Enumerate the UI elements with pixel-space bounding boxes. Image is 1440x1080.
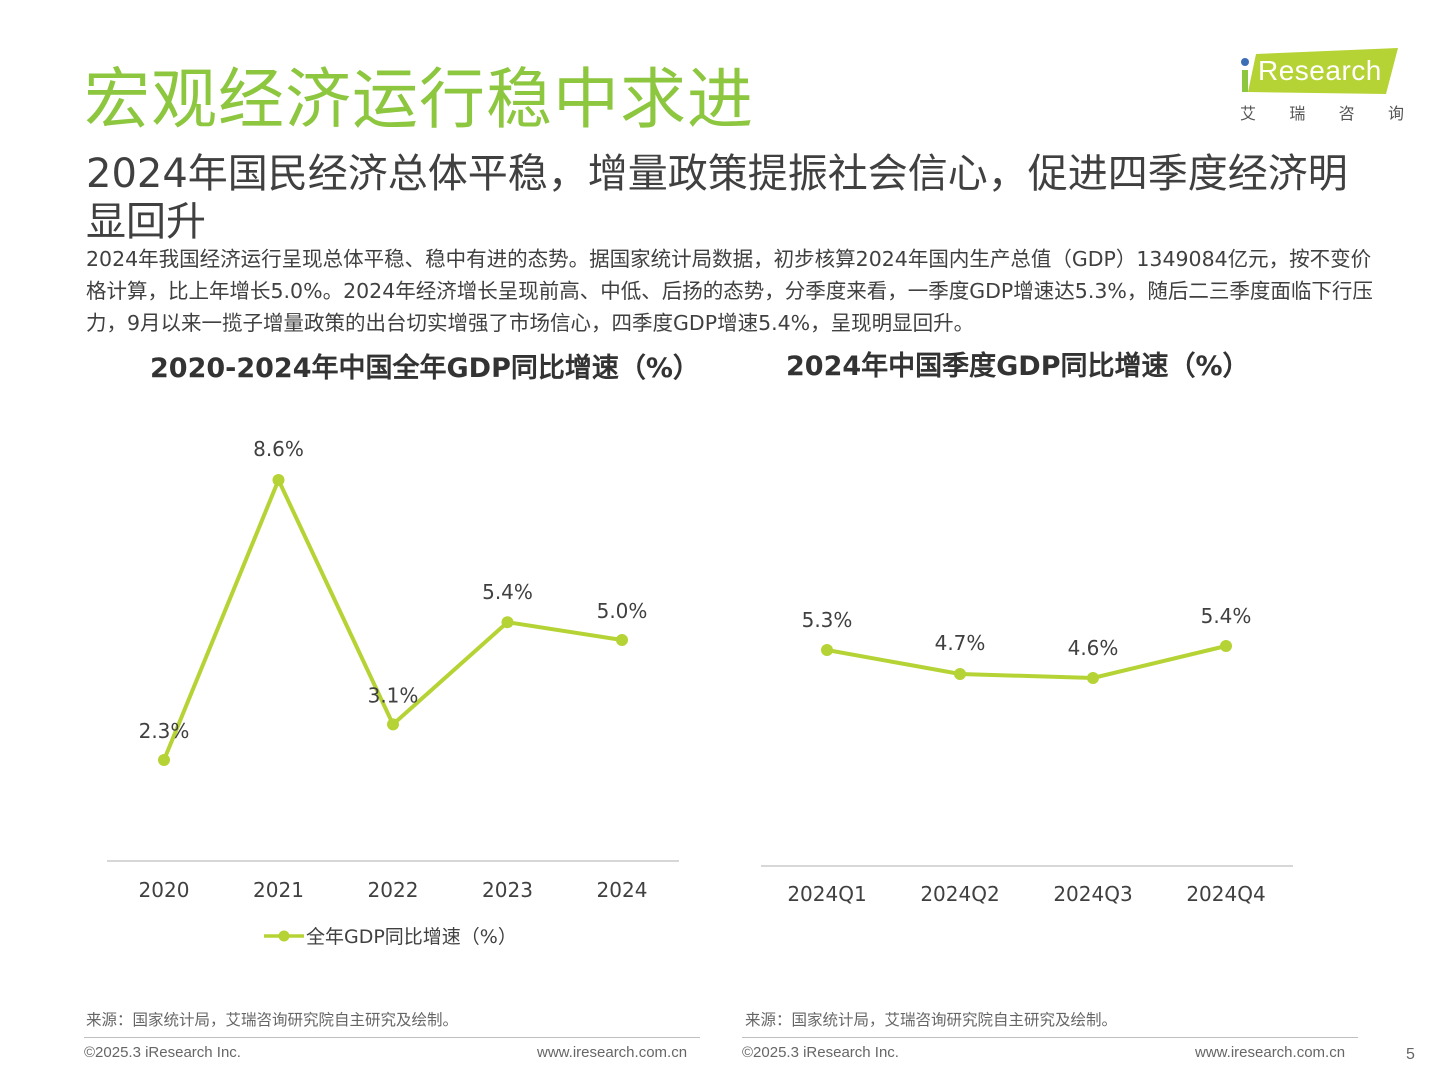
data-label: 2.3% — [139, 719, 190, 743]
annual-chart-title: 2020-2024年中国全年GDP同比增速（%） — [150, 353, 700, 384]
logo-chinese-name: 艾 瑞 咨 询 — [1240, 104, 1404, 124]
iresearch-logo: Research 艾 瑞 咨 询 — [1238, 46, 1408, 130]
logo-wordmark: Research — [1258, 55, 1382, 86]
website-link-left[interactable]: www.iresearch.com.cn — [537, 1044, 688, 1061]
page-number: 5 — [1406, 1046, 1415, 1063]
x-tick-label: 2024Q4 — [1186, 882, 1265, 906]
footer-divider-right — [742, 1037, 1358, 1038]
x-tick-label: 2020 — [139, 878, 190, 902]
annual-chart-legend: 全年GDP同比增速（%） — [262, 922, 517, 949]
data-label: 5.3% — [802, 608, 853, 632]
annual-gdp-line-chart: 2.3% 2020 8.6% 2021 3.1% 2022 5.4% 2023 5.0% 2024 — [107, 437, 679, 902]
page-subtitle: 2024年国民经济总体平稳，增量政策提振社会信心，促进四季度经济明显回升 — [86, 151, 1348, 245]
quarterly-chart-title: 2024年中国季度GDP同比增速（%） — [786, 351, 1250, 382]
logo-i-bar — [1242, 70, 1248, 92]
data-point — [501, 616, 514, 629]
logo-cn-char: 艾 — [1240, 104, 1257, 123]
x-tick-label: 2024Q3 — [1053, 882, 1132, 906]
logo-cn-char: 询 — [1387, 104, 1404, 123]
data-label: 4.6% — [1068, 636, 1119, 660]
summary-paragraph: 2024年我国经济运行呈现总体平稳、稳中有进的态势。据国家统计局数据，初步核算2… — [86, 247, 1373, 335]
data-point — [387, 718, 399, 731]
data-label: 4.7% — [935, 631, 986, 655]
legend-line-marker — [264, 930, 304, 941]
x-tick-label: 2024Q1 — [787, 882, 866, 906]
x-tick-label: 2024Q2 — [920, 882, 999, 906]
legend-label: 全年GDP同比增速（%） — [306, 926, 517, 948]
data-point — [954, 668, 966, 680]
data-point — [272, 474, 285, 486]
x-tick-label: 2022 — [368, 878, 419, 902]
data-point — [1087, 672, 1099, 684]
x-tick-label: 2021 — [253, 878, 304, 902]
data-point — [158, 754, 170, 766]
series-line — [826, 644, 1227, 681]
data-point — [821, 644, 833, 656]
copyright-left: ©2025.3 iResearch Inc. — [84, 1044, 241, 1061]
data-label: 5.4% — [1201, 604, 1252, 628]
source-note-right: 来源：国家统计局，艾瑞咨询研究院自主研究及绘制。 — [745, 1011, 1118, 1029]
x-tick-label: 2024 — [597, 878, 648, 902]
data-point — [1220, 640, 1232, 652]
data-label: 5.0% — [597, 599, 648, 623]
page-title: 宏观经济运行稳中求进 — [84, 61, 754, 138]
data-label: 8.6% — [253, 437, 304, 461]
source-note-left: 来源：国家统计局，艾瑞咨询研究院自主研究及绘制。 — [86, 1011, 459, 1029]
data-label: 5.4% — [482, 580, 533, 604]
logo-cn-char: 瑞 — [1289, 104, 1306, 123]
data-point — [616, 634, 628, 646]
quarterly-gdp-line-chart: 5.3% 2024Q1 4.7% 2024Q2 4.6% 2024Q3 5.4% 2024Q4 — [761, 604, 1293, 906]
logo-banner-shape — [1248, 48, 1398, 94]
copyright-right: ©2025.3 iResearch Inc. — [742, 1044, 899, 1061]
series-line — [162, 475, 623, 761]
logo-i-dot — [1241, 58, 1249, 66]
footer-divider-left — [84, 1037, 700, 1038]
x-tick-label: 2023 — [482, 878, 533, 902]
website-link-right[interactable]: www.iresearch.com.cn — [1195, 1044, 1346, 1061]
data-label: 3.1% — [368, 683, 419, 707]
logo-cn-char: 咨 — [1338, 104, 1355, 123]
